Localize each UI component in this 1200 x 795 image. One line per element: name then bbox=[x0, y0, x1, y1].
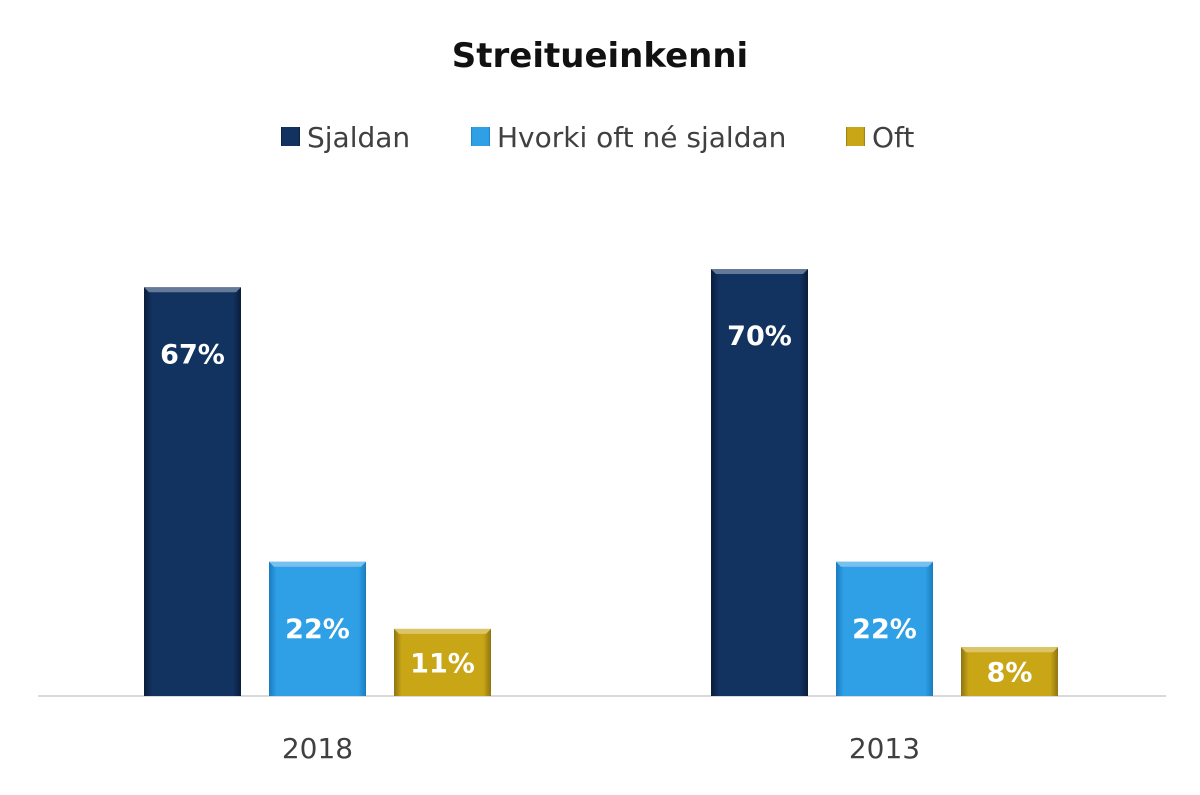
legend-item: Hvorki oft né sjaldan bbox=[471, 121, 786, 154]
bar bbox=[394, 628, 491, 696]
data-label: 67% bbox=[160, 339, 225, 370]
chart-title: Streitueinkenni bbox=[452, 36, 748, 76]
data-label: 11% bbox=[410, 648, 475, 679]
bar-bevel bbox=[394, 628, 491, 634]
legend: Sjaldan Hvorki oft né sjaldan Oft bbox=[281, 121, 914, 154]
legend-swatch bbox=[281, 127, 300, 146]
bar-group: 22% bbox=[836, 561, 933, 696]
legend-item: Oft bbox=[846, 121, 914, 154]
bar bbox=[711, 269, 808, 696]
bar bbox=[836, 561, 933, 696]
bar-group: 67% bbox=[144, 287, 241, 696]
legend-swatch bbox=[471, 127, 490, 146]
bar-group: 11% bbox=[394, 628, 491, 696]
legend-label: Oft bbox=[872, 121, 914, 154]
legend-label: Sjaldan bbox=[307, 121, 410, 154]
bar bbox=[961, 647, 1058, 696]
bar bbox=[269, 561, 366, 696]
bar-bevel bbox=[269, 561, 366, 567]
bar-bevel bbox=[144, 287, 241, 293]
data-label: 22% bbox=[285, 614, 350, 645]
x-tick-label: 2013 bbox=[849, 732, 920, 765]
bars: 67% 22% 11% 70% 22% 8% bbox=[144, 269, 1058, 696]
data-label: 70% bbox=[727, 321, 792, 352]
bar-group: 70% bbox=[711, 269, 808, 696]
bar bbox=[144, 287, 241, 696]
bar-group: 8% bbox=[961, 647, 1058, 696]
bar-bevel bbox=[711, 269, 808, 274]
bar-bevel bbox=[836, 561, 933, 567]
data-label: 22% bbox=[852, 614, 917, 645]
x-tick-label: 2018 bbox=[282, 732, 353, 765]
legend-item: Sjaldan bbox=[281, 121, 410, 154]
legend-swatch bbox=[846, 127, 865, 146]
bar-group: 22% bbox=[269, 561, 366, 696]
bar-bevel bbox=[961, 647, 1058, 653]
legend-label: Hvorki oft né sjaldan bbox=[497, 121, 786, 154]
data-label: 8% bbox=[987, 658, 1033, 689]
x-axis-ticks: 2018 2013 bbox=[282, 732, 920, 765]
